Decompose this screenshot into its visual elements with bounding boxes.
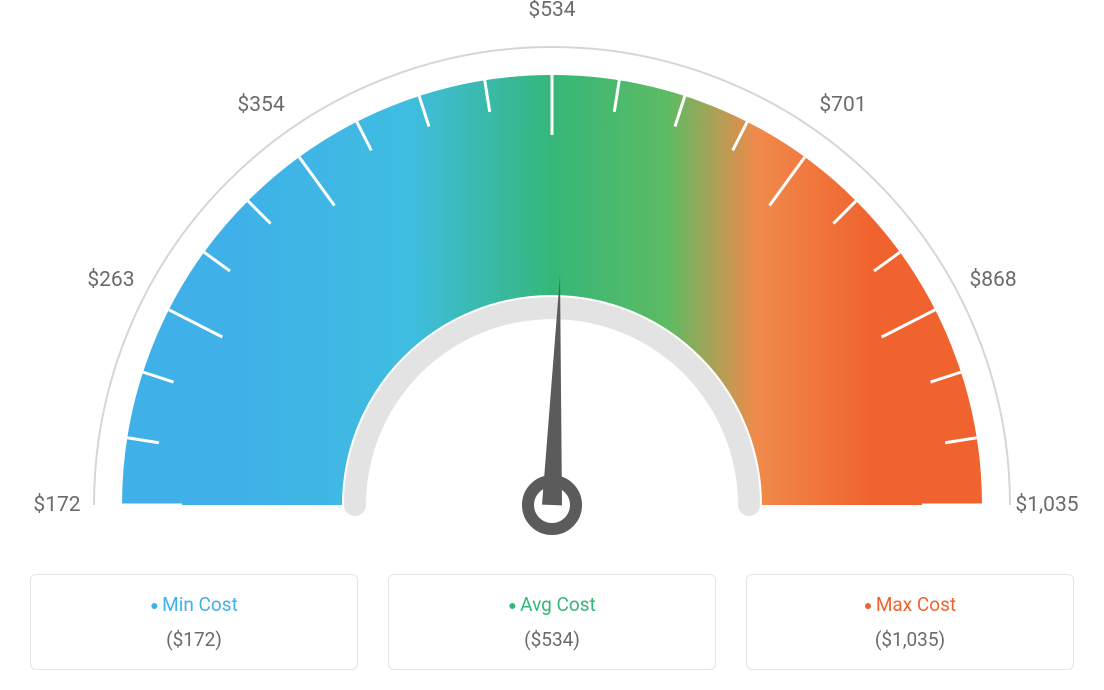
legend-min: Min Cost ($172) <box>30 574 358 670</box>
legend-min-value: ($172) <box>41 628 347 651</box>
legend-row: Min Cost ($172) Avg Cost ($534) Max Cost… <box>0 574 1104 670</box>
gauge-container: $172 $263 $354 $534 $701 $868 $1,035 <box>0 0 1104 560</box>
legend-avg-value: ($534) <box>399 628 705 651</box>
gauge-chart <box>0 0 1104 560</box>
legend-avg: Avg Cost ($534) <box>388 574 716 670</box>
gauge-tick-label: $1,035 <box>1015 493 1078 517</box>
legend-max: Max Cost ($1,035) <box>746 574 1074 670</box>
legend-max-title: Max Cost <box>757 593 1063 616</box>
gauge-tick-label: $868 <box>969 268 1016 292</box>
gauge-tick-label: $701 <box>819 93 866 117</box>
gauge-tick-label: $172 <box>33 493 80 517</box>
legend-min-title: Min Cost <box>41 593 347 616</box>
gauge-tick-label: $534 <box>528 0 575 22</box>
legend-max-value: ($1,035) <box>757 628 1063 651</box>
gauge-tick-label: $263 <box>87 268 134 292</box>
gauge-tick-label: $354 <box>237 93 284 117</box>
legend-avg-title: Avg Cost <box>399 593 705 616</box>
